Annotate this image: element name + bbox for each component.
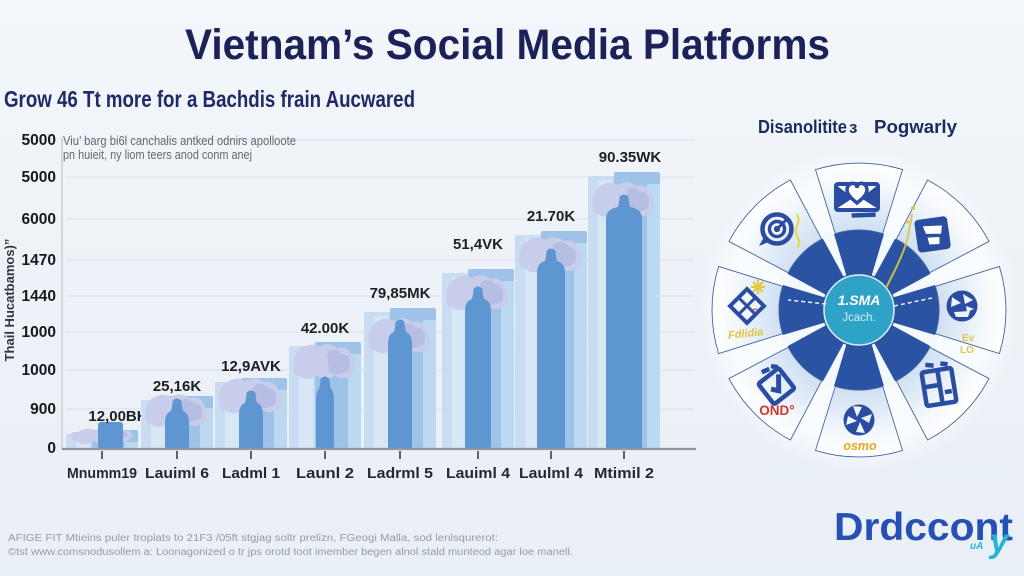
- svg-text:90.35WK: 90.35WK: [599, 149, 662, 166]
- svg-text:42.00K: 42.00K: [301, 320, 350, 337]
- svg-text:6000: 6000: [22, 211, 56, 228]
- svg-text:0: 0: [47, 440, 56, 457]
- svg-text:Ladml 1: Ladml 1: [222, 465, 280, 482]
- svg-text:Fdlidia: Fdlidia: [727, 326, 764, 342]
- svg-text:Thail Hucatbamos)”: Thail Hucatbamos)”: [2, 239, 17, 362]
- svg-text:12,9AVK: 12,9AVK: [221, 358, 281, 375]
- svg-text:OND°: OND°: [759, 403, 794, 418]
- svg-text:Viu’ barg bi6l canchalis antke: Viu’ barg bi6l canchalis antked odnirs a…: [63, 133, 296, 148]
- svg-text:Mnumm19: Mnumm19: [67, 465, 137, 482]
- svg-text:з: з: [849, 118, 857, 137]
- svg-text:Disanolitite: Disanolitite: [758, 116, 847, 137]
- svg-text:Drdccont: Drdccont: [834, 506, 1013, 549]
- svg-text:21.70K: 21.70K: [527, 208, 576, 225]
- svg-text:1470: 1470: [22, 252, 56, 269]
- svg-text:5000: 5000: [22, 132, 56, 149]
- svg-text:Ladrml 5: Ladrml 5: [367, 465, 433, 482]
- svg-text:1000: 1000: [22, 362, 56, 379]
- svg-text:79,85MK: 79,85MK: [370, 285, 431, 302]
- svg-text:y: y: [988, 522, 1010, 559]
- svg-text:©tst www.comsnodusollem a: Loo: ©tst www.comsnodusollem a: Loonagonized …: [8, 547, 573, 558]
- svg-text:osmo: osmo: [843, 439, 877, 453]
- svg-text:51,4VK: 51,4VK: [453, 236, 503, 253]
- svg-text:LO: LO: [960, 345, 974, 356]
- svg-text:uA: uA: [970, 541, 983, 552]
- svg-text:12,00BK: 12,00BK: [88, 408, 147, 425]
- svg-text:25,16K: 25,16K: [153, 378, 202, 395]
- svg-text:Lauiml 4: Lauiml 4: [446, 465, 511, 482]
- svg-text:Pogwarly: Pogwarly: [874, 116, 958, 137]
- svg-text:Laulml 4: Laulml 4: [519, 465, 584, 482]
- svg-text:1440: 1440: [22, 288, 56, 305]
- svg-text:Ev: Ev: [962, 333, 975, 344]
- svg-text:Vietnam’s Social Media Platfor: Vietnam’s Social Media Platforms: [185, 21, 830, 69]
- svg-text:Grow 46 Tt more for a Bachdis: Grow 46 Tt more for a Bachdis frain Aucw…: [4, 86, 415, 112]
- svg-text:5000: 5000: [22, 169, 56, 186]
- svg-text:1000: 1000: [22, 324, 56, 341]
- svg-text:Mtimil 2: Mtimil 2: [594, 465, 654, 482]
- svg-text:1.SMA: 1.SMA: [838, 292, 881, 308]
- svg-text:900: 900: [30, 401, 56, 418]
- svg-text:AFIGE FIT Mtieins puler tropla: AFIGE FIT Mtieins puler troplats to 21F3…: [8, 533, 498, 544]
- svg-text:Launl 2: Launl 2: [296, 465, 354, 482]
- svg-text:Jcach.: Jcach.: [842, 312, 875, 324]
- svg-text:pn huieit, ny liom teers anod: pn huieit, ny liom teers anod conm anej: [63, 147, 252, 162]
- svg-text:Lauiml 6: Lauiml 6: [145, 465, 209, 482]
